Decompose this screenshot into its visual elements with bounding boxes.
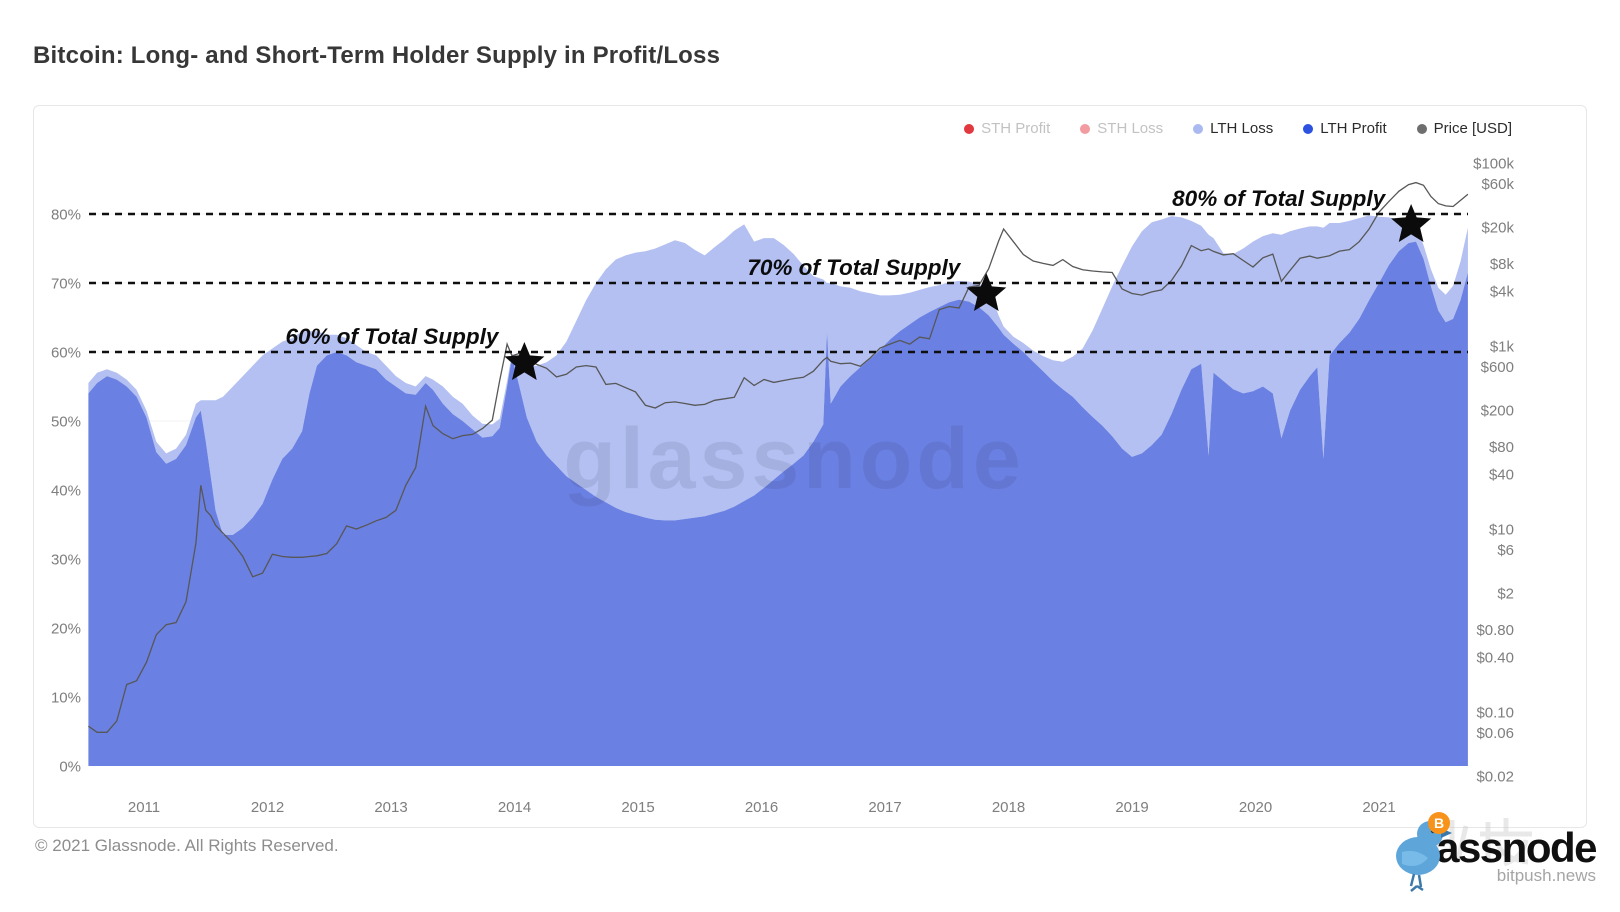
right-axis-tick: $0.06 [1476, 725, 1514, 742]
x-axis-tick: 2020 [1239, 799, 1272, 816]
legend-dot-icon [1193, 123, 1204, 134]
right-axis-tick: $20k [1481, 219, 1514, 236]
legend-item-sth-loss[interactable]: STH Loss [1080, 120, 1163, 137]
right-axis-tick: $4k [1490, 283, 1515, 300]
left-axis-tick: 60% [51, 345, 81, 362]
star-marker [504, 342, 545, 380]
right-axis-tick: $80 [1489, 439, 1514, 456]
legend-dot-icon [964, 123, 975, 134]
legend-label: LTH Loss [1210, 120, 1274, 137]
x-axis-tick: 2012 [251, 799, 284, 816]
glassnode-watermark: glassnode [563, 411, 1024, 507]
chart-card: STH Profit STH Loss LTH Loss LTH Profit Pric… [33, 105, 1587, 828]
supply-level-annotation: 70% of Total Supply [747, 255, 961, 280]
x-axis-tick: 2018 [992, 799, 1025, 816]
left-axis-tick: 20% [51, 621, 81, 638]
legend-label: LTH Profit [1320, 120, 1387, 137]
left-axis-tick: 10% [51, 690, 81, 707]
right-axis-tick: $10 [1489, 522, 1514, 539]
right-axis-tick: $0.02 [1476, 768, 1514, 785]
left-axis-tick: 40% [51, 483, 81, 500]
left-axis-tick: 80% [51, 207, 81, 224]
right-axis-tick: $200 [1481, 402, 1514, 419]
right-axis-tick: $0.80 [1476, 622, 1514, 639]
right-axis-tick: $60k [1481, 176, 1514, 193]
left-axis-tick: 0% [59, 759, 81, 776]
x-axis-tick: 2015 [621, 799, 654, 816]
supply-level-annotation: 80% of Total Supply [1172, 186, 1386, 211]
x-axis-tick: 2021 [1362, 799, 1395, 816]
left-axis-tick: 30% [51, 552, 81, 569]
x-axis-tick: 2013 [374, 799, 407, 816]
supply-level-annotation: 60% of Total Supply [285, 324, 499, 349]
right-axis-tick: $6 [1497, 542, 1514, 559]
right-axis-tick: $8k [1490, 256, 1515, 273]
legend-dot-icon [1080, 123, 1091, 134]
legend-label: STH Profit [981, 120, 1051, 137]
bitpush-news-label: bitpush.news [1496, 866, 1596, 885]
supply-profit-loss-chart: glassnode 60% of Total Supply 70% of Total… [51, 156, 1515, 817]
legend-dot-icon [1303, 123, 1314, 134]
chart-legend: STH Profit STH Loss LTH Loss LTH Profit Pric… [964, 120, 1512, 137]
right-axis-tick: $1k [1490, 339, 1515, 356]
star-marker [966, 273, 1007, 311]
star-marker [1391, 204, 1432, 242]
legend-item-price-usd-[interactable]: Price [USD] [1416, 120, 1512, 137]
copyright-text: © 2021 Glassnode. All Rights Reserved. [35, 836, 339, 855]
left-axis-tick: 70% [51, 276, 81, 293]
right-axis-tick: $0.10 [1476, 705, 1514, 722]
legend-dot-icon [1416, 123, 1427, 134]
legend-item-lth-loss[interactable]: LTH Loss [1193, 120, 1273, 137]
right-axis-tick: $100k [1473, 156, 1514, 173]
right-axis-tick: $600 [1481, 359, 1514, 376]
legend-item-lth-profit[interactable]: LTH Profit [1303, 120, 1387, 137]
x-axis-tick: 2014 [498, 799, 531, 816]
x-axis-tick: 2011 [128, 799, 160, 816]
right-axis-tick: $0.40 [1476, 649, 1514, 666]
brand-block: glassnode B bitpush.news [1312, 810, 1602, 905]
legend-item-sth-profit[interactable]: STH Profit [964, 120, 1050, 137]
x-axis-tick: 2017 [868, 799, 901, 816]
right-axis-tick: $40 [1489, 466, 1514, 483]
left-axis-tick: 50% [51, 414, 81, 431]
page-title: Bitcoin: Long- and Short-Term Holder Sup… [33, 42, 721, 69]
legend-label: STH Loss [1097, 120, 1164, 137]
bitcoin-coin-icon: B [1428, 812, 1450, 834]
x-axis-tick: 2019 [1115, 799, 1148, 816]
legend-label: Price [USD] [1433, 120, 1512, 137]
x-axis-tick: 2016 [745, 799, 778, 816]
right-axis-tick: $2 [1497, 585, 1514, 602]
